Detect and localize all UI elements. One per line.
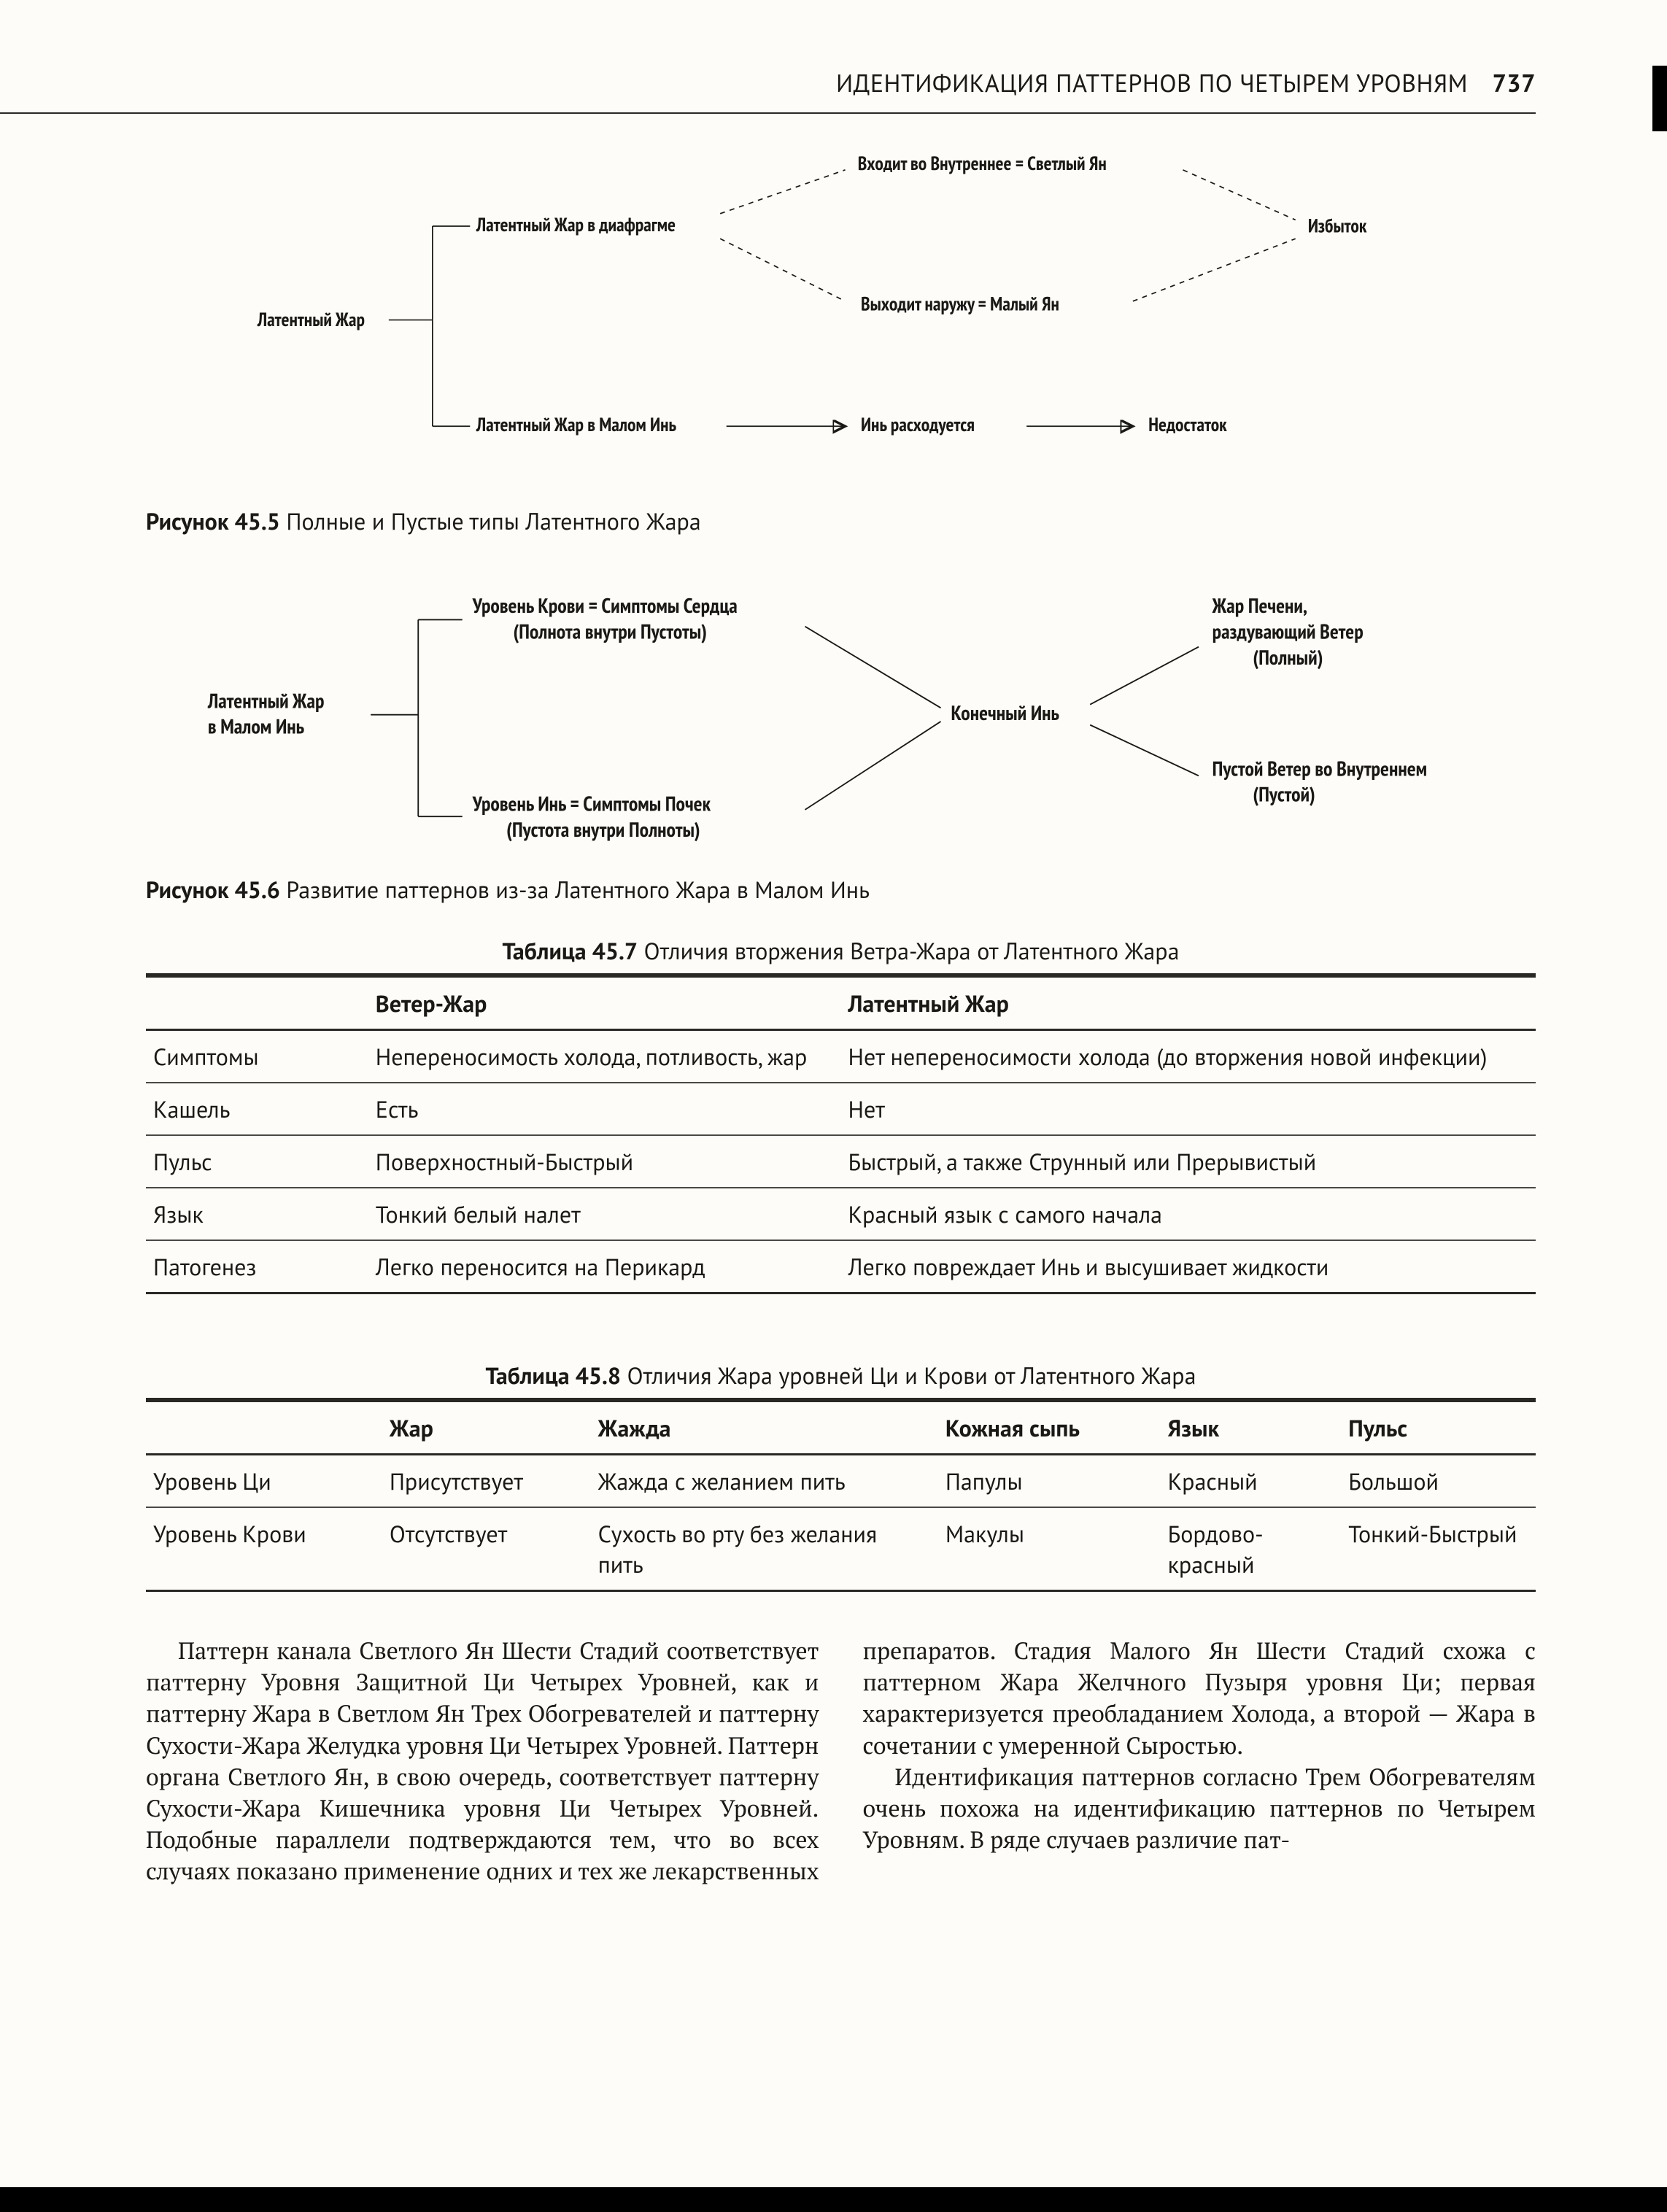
table-row: ПульсПоверхностный-БыстрыйБыстрый, а так… <box>146 1135 1536 1188</box>
fig6-root2: в Малом Инь <box>208 714 305 740</box>
page-number: 737 <box>1493 67 1536 99</box>
row-key: Симптомы <box>146 1030 368 1083</box>
scan-edge-bottom <box>0 2187 1667 2212</box>
table-row: ЯзыкТонкий белый налетКрасный язык с сам… <box>146 1188 1536 1240</box>
row-col-b: Быстрый, а также Струнный или Прерывисты… <box>840 1135 1536 1188</box>
table-row: Уровень КровиОтсутствуетСухость во рту б… <box>146 1507 1536 1591</box>
row-cell: Большой <box>1341 1455 1536 1508</box>
fig6-yin1: Уровень Инь = Симптомы Почек <box>472 791 711 817</box>
figure-45-5-caption: Рисунок 45.5 Полные и Пустые типы Латент… <box>146 506 1536 536</box>
figure-45-6: Латентный Жар в Малом Инь Уровень Крови … <box>146 565 1532 857</box>
row-cell: Макулы <box>938 1507 1161 1591</box>
t8-text: Отличия Жара уровней Ци и Крови от Латен… <box>627 1360 1196 1391</box>
row-key: Патогенез <box>146 1240 368 1293</box>
col-header: Язык <box>1161 1400 1342 1455</box>
row-key: Уровень Крови <box>146 1507 382 1591</box>
fig6-liver2: раздувающий Ветер <box>1212 618 1364 644</box>
header-rule <box>0 112 1536 114</box>
row-cell: Тонкий-Быстрый <box>1341 1507 1536 1591</box>
fig5-root: Латентный Жар <box>257 308 365 332</box>
col-header <box>146 1400 382 1455</box>
scan-edge-right <box>1652 66 1667 131</box>
t7-text: Отличия вторжения Ветра-Жара от Латентно… <box>644 935 1180 966</box>
fig6-label: Рисунок 45.6 <box>146 874 280 905</box>
row-cell: Жажда с желанием пить <box>591 1455 938 1508</box>
col-header: Жар <box>382 1400 591 1455</box>
row-key: Язык <box>146 1188 368 1240</box>
fig6-blood1: Уровень Крови = Симптомы Сердца <box>472 592 738 619</box>
running-head: ИДЕНТИФИКАЦИЯ ПАТТЕРНОВ ПО ЧЕТЫРЕМ УРОВН… <box>836 67 1536 99</box>
fig5-label: Рисунок 45.5 <box>146 506 280 536</box>
figure-45-5: Латентный Жар Латентный Жар в диафрагме … <box>146 139 1532 489</box>
row-col-b: Красный язык с самого начала <box>840 1188 1536 1240</box>
fig6-liver3: (Полный) <box>1253 644 1323 670</box>
fig6-root1: Латентный Жар <box>207 687 325 714</box>
t7-h2: Ветер-Жар <box>368 975 841 1030</box>
running-title: ИДЕНТИФИКАЦИЯ ПАТТЕРНОВ ПО ЧЕТЫРЕМ УРОВН… <box>836 67 1468 99</box>
fig6-text: Развитие паттернов из-за Латентного Жара… <box>286 874 870 905</box>
fig5-branch-top: Латентный Жар в диафрагме <box>476 213 676 237</box>
t7-h3: Латентный Жар <box>840 975 1536 1030</box>
row-col-b: Легко повреждает Инь и высушивает жидкос… <box>840 1240 1536 1293</box>
row-col-a: Тонкий белый налет <box>368 1188 841 1240</box>
fig6-empty2: (Пустой) <box>1253 781 1315 808</box>
fig5-inner: Входит во Внутреннее = Светлый Ян <box>858 152 1107 176</box>
row-col-b: Нет непереносимости холода (до вторжения… <box>840 1030 1536 1083</box>
row-cell: Красный <box>1161 1455 1342 1508</box>
table-row: Уровень ЦиПрисутствуетЖажда с желанием п… <box>146 1455 1536 1508</box>
body-text: Паттерн канала Светлого Ян Шести Стадий … <box>146 1636 1536 1888</box>
t7-label: Таблица 45.7 <box>503 935 638 966</box>
table-45-8-caption: Таблица 45.8 Отличия Жара уровней Ци и К… <box>146 1360 1536 1391</box>
row-cell: Присутствует <box>382 1455 591 1508</box>
fig6-center: Конечный Инь <box>951 700 1059 726</box>
row-cell: Папулы <box>938 1455 1161 1508</box>
table-row: СимптомыНепереносимость холода, потливос… <box>146 1030 1536 1083</box>
table-row: ПатогенезЛегко переносится на ПерикардЛе… <box>146 1240 1536 1293</box>
table-45-7: Ветер-Жар Латентный Жар СимптомыНеперено… <box>146 973 1536 1294</box>
fig5-branch-bot: Латентный Жар в Малом Инь <box>476 413 677 437</box>
fig5-text: Полные и Пустые типы Латентного Жара <box>286 506 700 536</box>
fig6-empty1: Пустой Ветер во Внутреннем <box>1212 755 1428 781</box>
col-header: Пульс <box>1341 1400 1536 1455</box>
row-key: Уровень Ци <box>146 1455 382 1508</box>
table-45-8: ЖарЖаждаКожная сыпьЯзыкПульс Уровень ЦиП… <box>146 1398 1536 1592</box>
fig5-yin-spent: Инь расходуется <box>861 413 975 437</box>
col-header: Жажда <box>591 1400 938 1455</box>
t7-h1 <box>146 975 368 1030</box>
row-cell: Бордово-красный <box>1161 1507 1342 1591</box>
row-cell: Сухость во рту без желания пить <box>591 1507 938 1591</box>
row-col-a: Есть <box>368 1083 841 1135</box>
row-col-a: Непереносимость холода, потливость, жар <box>368 1030 841 1083</box>
row-col-a: Легко переносится на Перикард <box>368 1240 841 1293</box>
fig6-blood2: (Полнота внутри Пустоты) <box>513 618 706 644</box>
t8-label: Таблица 45.8 <box>486 1360 622 1391</box>
row-cell: Отсутствует <box>382 1507 591 1591</box>
row-key: Кашель <box>146 1083 368 1135</box>
row-col-b: Нет <box>840 1083 1536 1135</box>
figure-45-6-caption: Рисунок 45.6 Развитие паттернов из-за Ла… <box>146 874 1536 905</box>
page: ИДЕНТИФИКАЦИЯ ПАТТЕРНОВ ПО ЧЕТЫРЕМ УРОВН… <box>0 0 1667 2212</box>
fig6-liver1: Жар Печени, <box>1212 592 1307 619</box>
body-p2: Идентификация паттернов согласно Трем Об… <box>863 1762 1536 1857</box>
table-45-7-caption: Таблица 45.7 Отличия вторжения Ветра-Жар… <box>146 935 1536 966</box>
fig6-yin2: (Пустота внутри Полноты) <box>506 816 700 843</box>
fig5-def: Недостаток <box>1148 413 1227 437</box>
table-row: КашельЕстьНет <box>146 1083 1536 1135</box>
fig5-excess: Избыток <box>1308 214 1367 239</box>
row-col-a: Поверхностный-Быстрый <box>368 1135 841 1188</box>
fig5-outer: Выходит наружу = Малый Ян <box>861 293 1059 317</box>
col-header: Кожная сыпь <box>938 1400 1161 1455</box>
row-key: Пульс <box>146 1135 368 1188</box>
